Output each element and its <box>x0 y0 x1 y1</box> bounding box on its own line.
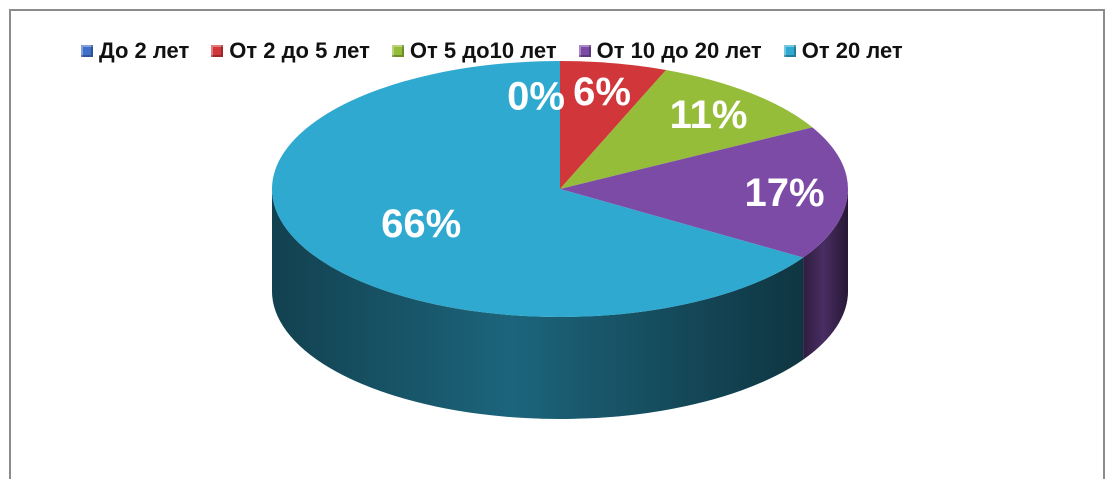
pie-tops <box>272 61 848 317</box>
legend-label-5-to-10-years: От 5 до10 лет <box>409 38 557 63</box>
slice-2-top <box>560 69 813 189</box>
slice-3-data-label: 17% <box>744 171 824 215</box>
legend-swatch-until-2-years <box>81 45 93 57</box>
legend-item-5-to-10-years: От 5 до10 лет <box>391 38 557 64</box>
legend-swatch-from-20-years <box>783 45 796 57</box>
legend-item-from-20-years: От 20 лет <box>783 38 903 64</box>
slice-4-side-shade-0 <box>272 189 804 419</box>
legend-label-10-to-20-years: От 10 до 20 лет <box>596 38 762 63</box>
legend-swatch-2-to-5-years <box>211 45 224 57</box>
slice-0-data-label: 0% <box>507 75 565 119</box>
chart-frame: До 2 лет От 2 до 5 лет От 5 до10 лет От … <box>9 9 1105 479</box>
slice-1-top <box>560 61 667 189</box>
slice-4-data-label: 66% <box>381 202 461 246</box>
slice-3-top <box>560 127 848 258</box>
legend-swatch-10-to-20-years <box>578 45 591 57</box>
legend-swatch-5-to-10-years <box>391 45 404 57</box>
slice-2-data-label: 11% <box>670 93 748 137</box>
pie-chart: 0% 6% 11% 17% 66% <box>272 61 848 419</box>
pie-labels: 0% 6% 11% 17% 66% <box>381 70 824 246</box>
pie-sides <box>272 189 848 419</box>
legend-item-until-2-years: До 2 лет <box>81 38 189 64</box>
slice-3-side-shade-0 <box>803 189 848 360</box>
legend-item-2-to-5-years: От 2 до 5 лет <box>211 38 370 64</box>
legend-label-2-to-5-years: От 2 до 5 лет <box>229 38 370 63</box>
legend-label-until-2-years: До 2 лет <box>99 38 190 63</box>
legend-label-from-20-years: От 20 лет <box>801 38 903 63</box>
chart-legend: До 2 лет От 2 до 5 лет От 5 до10 лет От … <box>81 37 903 65</box>
legend-item-10-to-20-years: От 10 до 20 лет <box>578 38 762 64</box>
slice-1-data-label: 6% <box>573 70 631 114</box>
slice-4-top <box>272 61 804 317</box>
